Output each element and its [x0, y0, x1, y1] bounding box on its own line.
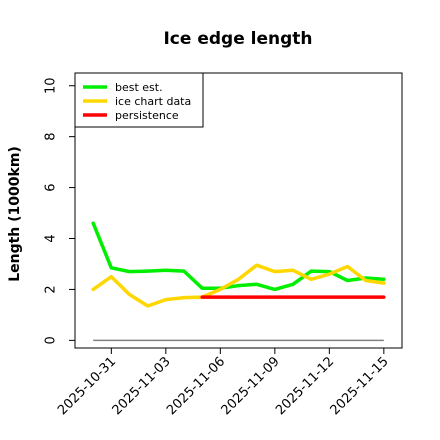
y-tick-label: 2 — [44, 285, 59, 293]
plot-frame — [74, 72, 403, 349]
y-tick-label: 8 — [44, 133, 59, 141]
y-tick-label: 6 — [44, 183, 59, 191]
series-layer — [91, 221, 386, 308]
legend-label: ice chart data — [115, 95, 191, 108]
legend-label: best est. — [115, 81, 163, 94]
x-tick-label: 2025-11-15 — [328, 354, 392, 418]
series-line-best-est — [91, 221, 386, 292]
y-axis: 0 2 4 6 8 10 — [44, 77, 75, 345]
x-axis: 2025-10-312025-11-032025-11-062025-11-09… — [55, 348, 392, 418]
y-tick-label: 0 — [44, 336, 59, 344]
y-tick-label: 4 — [44, 234, 59, 242]
series-line-ice-chart-data — [91, 263, 386, 308]
y-axis-label: Length (1000km) — [7, 146, 23, 282]
chart-title: Ice edge length — [163, 29, 312, 49]
legend-label: persistence — [115, 109, 179, 122]
y-tick-label: 10 — [44, 77, 59, 94]
